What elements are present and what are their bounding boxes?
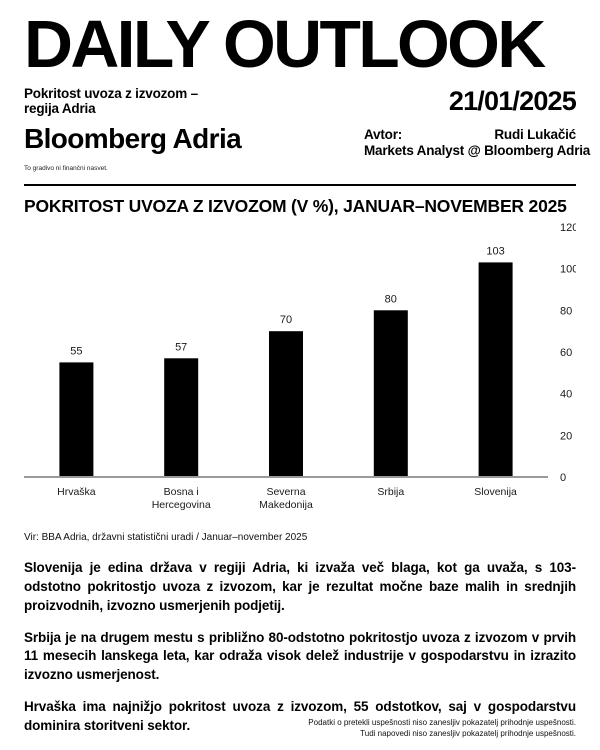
masthead-title: DAILY OUTLOOK bbox=[24, 6, 546, 82]
bar-value-label: 70 bbox=[280, 314, 292, 326]
category-label: Srbija bbox=[377, 486, 404, 498]
y-tick-label: 20 bbox=[560, 430, 572, 442]
header-left: Pokritost uvoza z izvozom – regija Adria… bbox=[24, 86, 324, 172]
report-subtitle-line1: Pokritost uvoza z izvozom – bbox=[24, 86, 198, 101]
paragraph-croatia: Hrvaška ima najnižjo pokritost uvoza z i… bbox=[24, 699, 576, 734]
category-label: Makedonija bbox=[259, 499, 313, 511]
report-subtitle-line2: regija Adria bbox=[24, 101, 96, 117]
header-right: 21/01/2025 Avtor: Rudi Lukačić Markets A… bbox=[364, 86, 591, 158]
y-tick-label: 40 bbox=[560, 389, 572, 401]
header-divider bbox=[24, 184, 576, 187]
header-meta: Pokritost uvoza z izvozom – regija Adria… bbox=[24, 86, 591, 172]
chart-wrap: 55 Hrvaška 57 Bosna i Hercegovina 70 Severna Ma… bbox=[24, 219, 578, 526]
footer-disclaimer-line1: Podatki o pretekli uspešnosti niso zanes… bbox=[308, 717, 576, 727]
brand-logo: Bloomberg Adria bbox=[24, 123, 242, 155]
author-row: Avtor: Rudi Lukačić bbox=[364, 127, 576, 142]
y-tick-label: 80 bbox=[560, 305, 572, 317]
chart-bar bbox=[59, 362, 94, 477]
chart-bar bbox=[164, 358, 199, 477]
brand-disclaimer: To gradivo ni finančni nasvet. bbox=[24, 165, 108, 173]
footer-disclaimer: Podatki o pretekli uspešnosti niso zanes… bbox=[308, 717, 576, 740]
chart-bar bbox=[373, 310, 408, 477]
y-tick-label: 120 bbox=[560, 222, 576, 234]
paragraph-slovenia: Slovenija je edina država v regiji Adria… bbox=[24, 559, 576, 613]
chart-bar bbox=[269, 331, 303, 477]
bar-value-label: 80 bbox=[385, 293, 397, 305]
body-copy: Slovenija je edina država v regiji Adria… bbox=[24, 559, 576, 736]
bar-value-label: 103 bbox=[486, 245, 504, 257]
source-note: Vir: BBA Adria, državni statistični urad… bbox=[24, 531, 308, 543]
report-subtitle: Pokritost uvoza z izvozom – regija Adria bbox=[24, 86, 324, 116]
category-label: Hrvaška bbox=[57, 486, 96, 498]
category-label: Bosna i bbox=[164, 486, 199, 498]
paragraph-serbia: Srbija je na drugem mestu s približno 80… bbox=[24, 629, 576, 683]
bar-value-label: 55 bbox=[70, 345, 82, 357]
author-name: Rudi Lukačić bbox=[494, 127, 576, 142]
category-label: Hercegovina bbox=[152, 499, 211, 511]
chart-title: POKRITOST UVOZA Z IZVOZOM (V %), JANUAR–… bbox=[24, 196, 567, 217]
category-label: Slovenija bbox=[474, 486, 517, 498]
report-date: 21/01/2025 bbox=[448, 86, 577, 116]
y-tick-label: 100 bbox=[560, 264, 576, 276]
author-label: Avtor: bbox=[364, 127, 403, 142]
y-tick-label: 0 bbox=[560, 472, 566, 484]
chart-bar bbox=[478, 262, 513, 477]
bar-value-label: 57 bbox=[175, 341, 187, 353]
author-title: Markets Analyst @ Bloomberg Adria bbox=[364, 143, 591, 158]
category-label: Severna bbox=[266, 486, 305, 498]
footer-disclaimer-line2: Tudi napovedi niso zanesljiv pokazatelj … bbox=[360, 729, 576, 739]
y-tick-label: 60 bbox=[560, 347, 572, 359]
